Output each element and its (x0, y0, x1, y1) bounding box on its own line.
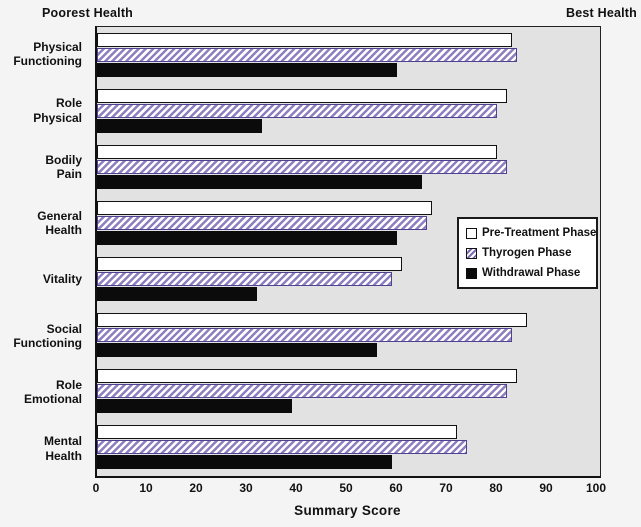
bar-withdrawal-phase (97, 174, 422, 189)
bar-pre-treatment-phase (97, 32, 512, 47)
bar-pre-treatment-phase (97, 200, 432, 215)
bar-pre-treatment-phase (97, 369, 517, 384)
bar-group-social-functioning (97, 308, 600, 364)
category-label-social-functioning: Social Functioning (13, 321, 82, 351)
x-tick-40: 40 (289, 481, 303, 495)
legend-item-thyrogen: Thyrogen Phase (466, 247, 591, 259)
best-health-label: Best Health (566, 6, 637, 20)
x-tick-30: 30 (239, 481, 253, 495)
bar-pre-treatment-phase (97, 257, 402, 272)
bar-group-role-emotional (97, 364, 600, 420)
bar-withdrawal-phase (97, 62, 397, 77)
x-tick-70: 70 (439, 481, 453, 495)
legend-label: Pre-Treatment Phase (482, 227, 597, 239)
bar-withdrawal-phase (97, 343, 377, 358)
bar-thyrogen-phase (97, 159, 507, 174)
bar-withdrawal-phase (97, 118, 262, 133)
poorest-health-label: Poorest Health (42, 6, 134, 20)
category-label-general-health: General Health (37, 208, 82, 238)
x-tick-80: 80 (489, 481, 503, 495)
bar-group-physical-functioning (97, 27, 600, 83)
bar-pre-treatment-phase (97, 425, 457, 440)
bar-withdrawal-phase (97, 230, 397, 245)
category-label-physical-functioning: Physical Functioning (13, 39, 82, 69)
pretreatment-swatch-icon (466, 227, 477, 239)
bar-thyrogen-phase (97, 272, 392, 287)
legend-item-pretreatment: Pre-Treatment Phase (466, 227, 596, 239)
bar-thyrogen-phase (97, 47, 517, 62)
x-axis-ticks: 0 10 20 30 40 50 60 70 80 90 100 (92, 481, 606, 497)
bar-group-mental-health (97, 420, 600, 476)
category-label-vitality: Vitality (42, 272, 82, 287)
x-tick-50: 50 (339, 481, 353, 495)
bar-thyrogen-phase (97, 215, 427, 230)
category-label-mental-health: Mental Health (43, 434, 82, 463)
plot-area (95, 26, 601, 478)
plot-rows (97, 27, 600, 476)
bar-thyrogen-phase (97, 440, 467, 455)
bar-pre-treatment-phase (97, 88, 507, 103)
legend-label: Withdrawal Phase (482, 267, 581, 279)
legend: Pre-Treatment Phase Thyrogen Phase Withd… (457, 217, 598, 289)
bar-thyrogen-phase (97, 384, 507, 399)
bar-pre-treatment-phase (97, 144, 497, 159)
bar-group-general-health (97, 195, 600, 251)
thyrogen-swatch-icon (466, 247, 477, 259)
withdrawal-swatch-icon (466, 267, 477, 279)
x-tick-60: 60 (389, 481, 403, 495)
category-label-role-emotional: Role Emotional (23, 378, 82, 407)
bar-pre-treatment-phase (97, 313, 527, 328)
bar-thyrogen-phase (97, 328, 512, 343)
x-tick-10: 10 (139, 481, 153, 495)
x-tick-90: 90 (539, 481, 553, 495)
category-label-role-physical: Role Physical (33, 96, 82, 125)
bar-withdrawal-phase (97, 399, 292, 414)
bar-group-vitality (97, 252, 600, 308)
bar-withdrawal-phase (97, 287, 257, 302)
x-tick-20: 20 (189, 481, 203, 495)
category-label-bodily-pain: Bodily Pain (45, 152, 82, 181)
x-tick-0: 0 (92, 481, 100, 495)
bar-withdrawal-phase (97, 455, 392, 470)
x-axis-title: Summary Score (294, 503, 401, 518)
legend-label: Thyrogen Phase (482, 247, 572, 259)
legend-item-withdrawal: Withdrawal Phase (466, 267, 591, 279)
bar-group-role-physical (97, 83, 600, 139)
category-labels: Physical Functioning Role Physical Bodily … (0, 26, 89, 477)
bar-group-bodily-pain (97, 139, 600, 195)
x-tick-100: 100 (585, 481, 607, 495)
bar-thyrogen-phase (97, 103, 497, 118)
